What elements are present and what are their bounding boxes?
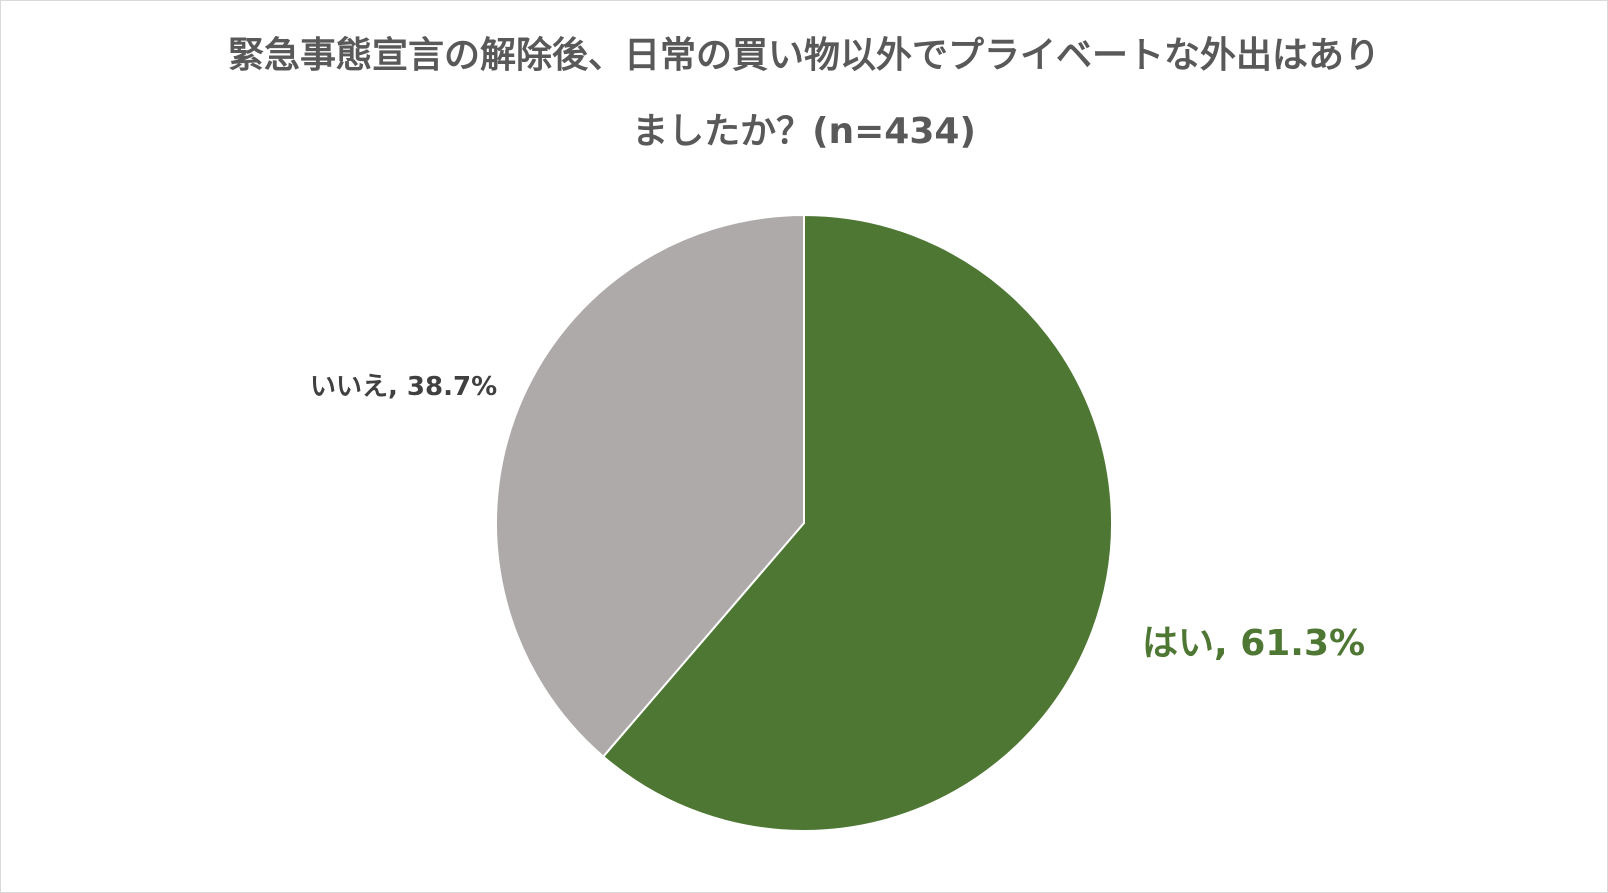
pie-slices xyxy=(495,214,1113,832)
pie-slice-yes xyxy=(602,214,1113,832)
data-label-yes: はい, 61.3% xyxy=(1142,623,1365,664)
chart-title-line-2: ましたか？(n=434) xyxy=(632,111,976,152)
pie-slice-no xyxy=(495,214,805,758)
pie-labels: はい, 61.3% いいえ, 38.7% xyxy=(310,372,1365,664)
data-label-no: いいえ, 38.7% xyxy=(310,372,497,402)
chart-title-line-1: 緊急事態宣言の解除後、日常の買い物以外でプライベートな外出はあり xyxy=(227,35,1380,76)
